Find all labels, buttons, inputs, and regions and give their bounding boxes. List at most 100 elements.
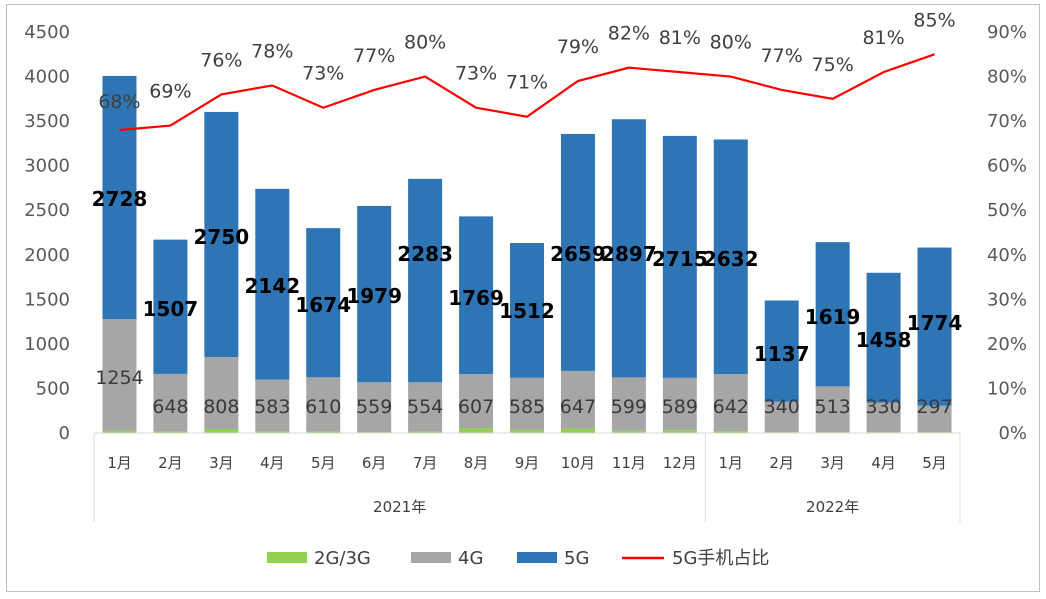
- bar-5g-6: [357, 205, 392, 383]
- line-5g-share: [119, 53, 935, 132]
- data-label-5g-share: 77%: [353, 45, 395, 67]
- bar-5g-16: [866, 272, 901, 403]
- bar-2g3g-9: [510, 429, 544, 433]
- data-label-5g: 2632: [703, 247, 759, 271]
- bar-5g-14: [764, 300, 799, 402]
- data-label-5g: 1512: [499, 299, 555, 323]
- bar-4g-7: [408, 382, 443, 432]
- y-right-tick-label: 60%: [987, 156, 1027, 177]
- y-right-tick-label: 50%: [987, 200, 1027, 221]
- bar-5g-9: [510, 243, 544, 378]
- x-tick-label-month: 8月: [464, 454, 489, 472]
- data-label-5g-share: 81%: [659, 27, 701, 49]
- bar-5g-3: [204, 111, 239, 357]
- x-tick-label-month: 11月: [612, 454, 646, 472]
- data-label-4g: 808: [203, 396, 239, 418]
- data-label-5g: 1769: [448, 286, 504, 310]
- bar-2g3g-2: [153, 431, 188, 433]
- x-tick-label-month: 5月: [311, 454, 336, 472]
- bar-2g3g-1: [102, 430, 137, 433]
- legend-label: 5G手机占比: [672, 548, 769, 569]
- data-label-5g: 1619: [805, 305, 861, 329]
- bar-4g-11: [611, 377, 646, 431]
- x-group-label-year: 2021年: [373, 498, 426, 516]
- bar-5g-5: [306, 228, 341, 378]
- bar-2g3g-12: [662, 430, 697, 433]
- data-label-4g: 585: [509, 396, 545, 418]
- x-tick-label-month: 2月: [158, 454, 183, 472]
- data-label-4g: 648: [152, 396, 188, 418]
- data-label-5g: 2897: [601, 242, 657, 266]
- data-label-5g-share: 68%: [98, 91, 140, 113]
- data-label-5g-share: 79%: [557, 36, 599, 58]
- x-tick-label-month: 9月: [515, 454, 540, 472]
- bar-4g-1: [102, 319, 137, 431]
- y-left-tick-label: 500: [36, 378, 70, 399]
- bar-2g3g-3: [204, 428, 239, 433]
- bar-5g-13: [713, 139, 748, 375]
- y-right-tick-label: 70%: [987, 111, 1027, 132]
- y-left-tick-label: 0: [59, 423, 70, 444]
- bar-4g-13: [713, 374, 748, 432]
- y-right-tick-label: 80%: [987, 67, 1027, 88]
- legend-label: 4G: [458, 548, 483, 569]
- bar-5g-11: [611, 119, 646, 378]
- data-label-5g: 1979: [346, 284, 402, 308]
- legend-swatch: [517, 552, 557, 563]
- bar-5g-17: [917, 247, 952, 406]
- data-label-5g-share: 78%: [251, 40, 293, 62]
- bar-5g-1: [102, 75, 137, 320]
- bar-5g-15: [815, 242, 850, 387]
- bar-2g3g-5: [306, 431, 341, 433]
- data-label-5g-share: 80%: [710, 32, 752, 54]
- y-left-tick-label: 3000: [24, 156, 70, 177]
- x-tick-label-month: 2月: [769, 454, 794, 472]
- y-left-tick-label: 1500: [24, 289, 70, 310]
- data-label-4g: 330: [865, 396, 901, 418]
- bar-4g-15: [815, 386, 850, 433]
- x-tick-label-month: 10月: [561, 454, 595, 472]
- bar-5g-10: [560, 133, 595, 371]
- y-left-tick-label: 4000: [24, 67, 70, 88]
- bar-4g-12: [662, 377, 697, 431]
- data-label-4g: 642: [713, 396, 749, 418]
- data-label-5g: 1674: [295, 293, 351, 317]
- data-label-4g: 1254: [95, 367, 143, 389]
- bar-4g-10: [560, 370, 595, 429]
- data-label-4g: 340: [764, 396, 800, 418]
- data-label-5g: 2659: [550, 242, 606, 266]
- data-label-5g: 1137: [754, 342, 810, 366]
- data-label-5g-share: 85%: [913, 9, 955, 31]
- bar-4g-8: [459, 374, 494, 429]
- data-label-5g-share: 73%: [302, 63, 344, 85]
- x-group-label-year: 2022年: [806, 498, 859, 516]
- data-label-5g: 2750: [194, 225, 250, 249]
- bar-5g-8: [459, 216, 494, 375]
- y-right-tick-label: 90%: [987, 22, 1027, 43]
- x-tick-label-month: 6月: [362, 454, 387, 472]
- bar-4g-17: [917, 405, 952, 433]
- bar-2g3g-13: [713, 431, 748, 433]
- data-label-4g: 607: [458, 396, 494, 418]
- bar-4g-5: [306, 377, 341, 432]
- data-label-5g-share: 81%: [862, 27, 904, 49]
- bar-2g3g-8: [459, 428, 494, 433]
- x-tick-label-month: 3月: [209, 454, 234, 472]
- bar-2g3g-7: [408, 431, 443, 433]
- y-left-tick-label: 2500: [24, 200, 70, 221]
- data-label-5g: 1458: [856, 328, 912, 352]
- data-label-5g: 2728: [92, 187, 148, 211]
- x-tick-label-month: 5月: [922, 454, 947, 472]
- data-label-5g-share: 76%: [200, 49, 242, 71]
- data-label-4g: 513: [815, 396, 851, 418]
- y-right-tick-label: 10%: [987, 378, 1027, 399]
- x-tick-label-month: 1月: [718, 454, 743, 472]
- bar-5g-4: [255, 188, 290, 380]
- data-label-5g: 2715: [652, 247, 708, 271]
- data-label-5g: 1774: [907, 311, 963, 335]
- y-right-tick-label: 30%: [987, 289, 1027, 310]
- y-right-tick-label: 40%: [987, 245, 1027, 266]
- data-label-5g-share: 77%: [761, 45, 803, 67]
- bar-4g-14: [764, 401, 799, 433]
- bar-5g-7: [408, 178, 443, 383]
